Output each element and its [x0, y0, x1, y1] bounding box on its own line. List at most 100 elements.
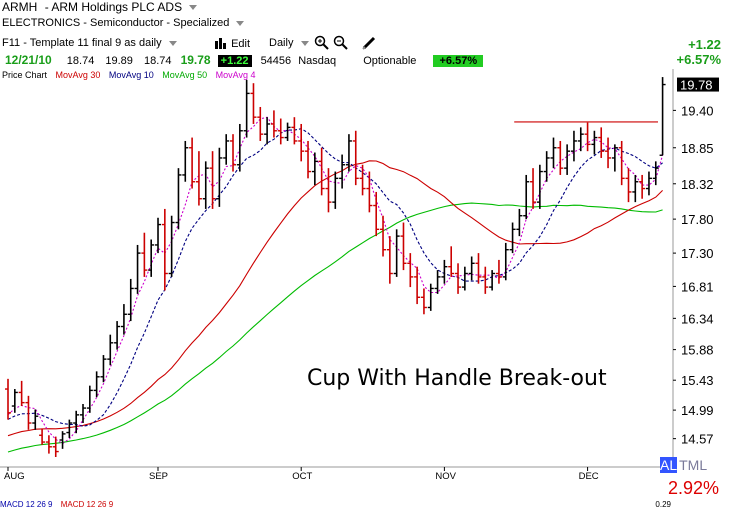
- ohlc-bar: [434, 270, 441, 294]
- ma50-line: [7, 202, 663, 453]
- ohlc-bar: [502, 242, 509, 281]
- symbol-dropdown-icon[interactable]: [189, 5, 198, 11]
- ohlc-bar: [461, 266, 468, 291]
- ohlc-bar: [584, 122, 591, 152]
- ohlc-bar: [414, 266, 421, 305]
- ohlc-bar: [120, 304, 127, 335]
- ohlc-bar: [659, 77, 666, 156]
- quote-open: 18.74: [66, 55, 95, 67]
- quote-optionable: Optionable: [363, 55, 417, 67]
- ohlc-bar: [134, 244, 141, 294]
- ohlc-bar: [202, 161, 209, 209]
- ohlc-bar: [189, 137, 196, 189]
- ohlc-bar: [100, 355, 107, 383]
- quote-high: 19.89: [105, 55, 133, 67]
- ohlc-bar: [195, 151, 202, 206]
- macd-value: 0.29: [655, 500, 671, 509]
- ohlc-bar: [509, 222, 516, 254]
- ohlc-bar: [475, 253, 482, 284]
- ohlc-bar: [577, 127, 584, 152]
- price-axis: 19.78 19.40 18.85 18.32 17.80 17.30 16.81 16.34…: [673, 77, 719, 447]
- ohlc-bar: [393, 229, 400, 277]
- edit-button[interactable]: Edit: [214, 37, 250, 50]
- ohlc-bar: [325, 168, 332, 213]
- sector-label: ELECTRONICS - Semiconductor - Specialize…: [2, 17, 230, 29]
- ohlc-bar: [11, 389, 18, 413]
- month-label: SEP: [149, 471, 168, 482]
- ohlc-bar: [495, 259, 502, 284]
- ohlc-bar: [311, 152, 318, 186]
- zoom-in-icon[interactable]: [314, 35, 330, 51]
- ohlc-bar: [168, 215, 175, 277]
- zoom-out-icon[interactable]: [333, 35, 349, 51]
- quote-change: +1.22: [217, 55, 252, 67]
- ohlc-bar: [216, 147, 223, 207]
- ohlc-bar: [359, 164, 366, 196]
- price-tick-label: 15.88: [681, 343, 714, 358]
- ohlc-bar: [73, 410, 80, 434]
- ohlc-bar: [175, 168, 182, 230]
- ohlc-bar: [591, 130, 598, 155]
- ohlc-bar: [114, 321, 121, 350]
- ohlc-bar: [86, 385, 93, 413]
- ohlc-bar: [468, 256, 475, 281]
- ohlc-bar: [93, 371, 100, 398]
- chart-frame: [0, 69, 674, 468]
- sector-dropdown-icon[interactable]: [236, 20, 245, 26]
- ohlc-bar: [400, 222, 407, 271]
- ohlc-bar: [420, 288, 427, 315]
- ohlc-bar: [339, 154, 346, 189]
- ohlc-bar: [543, 151, 550, 182]
- ohlc-bar: [407, 253, 414, 288]
- quote-row: 12/21/10 18.74 19.89 18.74 19.78 +1.22 5…: [5, 53, 484, 67]
- al-label: AL: [660, 457, 678, 473]
- legend-ma50: MovAvg 50: [162, 70, 208, 80]
- ohlc-bar: [332, 171, 339, 209]
- right-pct: +6.57%: [676, 52, 721, 67]
- quote-close: 19.78: [180, 53, 211, 67]
- template-dropdown-icon[interactable]: [168, 40, 177, 46]
- ohlc-bar: [455, 263, 462, 294]
- period-label: Daily: [269, 37, 294, 49]
- month-axis: AUG SEP OCT NOV DEC: [4, 467, 599, 482]
- ohlc-bar: [611, 144, 618, 172]
- ohlc-bar: [250, 83, 257, 124]
- tml-label: TML: [679, 457, 708, 473]
- symbol-header: ARMH - ARM Holdings PLC ADS: [2, 0, 198, 14]
- price-tick-label: 16.81: [681, 279, 714, 294]
- chart-title: Cup With Handle Break-out: [307, 366, 607, 391]
- price-tick-label: 19.40: [681, 103, 714, 118]
- ohlc-bar: [45, 435, 52, 454]
- ohlc-bar: [536, 164, 543, 209]
- ohlc-bar: [386, 236, 393, 284]
- ohlc-bar: [523, 174, 530, 220]
- ohlc-bar: [305, 140, 312, 179]
- ohlc-bar: [345, 134, 352, 172]
- price-tick-label: 16.34: [681, 311, 714, 326]
- ohlc-bar: [32, 409, 39, 430]
- ohlc-bar: [161, 208, 168, 291]
- legend-ma30: MovAvg 30: [55, 70, 101, 80]
- month-label: NOV: [435, 471, 456, 482]
- legend-ma10: MovAvg 10: [108, 70, 154, 80]
- ohlc-bar: [639, 174, 646, 199]
- ohlc-bar: [366, 171, 373, 213]
- ohlc-bar: [598, 127, 605, 158]
- price-tick-label: 14.99: [681, 403, 714, 418]
- bar-chart-icon: [215, 38, 226, 49]
- edit-label: Edit: [231, 38, 251, 50]
- ohlc-bar: [25, 395, 32, 430]
- ohlc-bar: [284, 122, 291, 141]
- ohlc-bar: [66, 419, 73, 438]
- quote-exchange: Nasdaq: [298, 55, 337, 67]
- period-select[interactable]: Daily: [269, 37, 309, 49]
- ohlc-bar: [570, 130, 577, 162]
- ma10-line: [7, 128, 663, 427]
- macd-row: MACD 12 26 9 MACD 12 26 9 0.29: [0, 500, 671, 509]
- ohlc-bar: [52, 436, 59, 457]
- quote-date: 12/21/10: [5, 53, 52, 67]
- ohlc-bar: [618, 140, 625, 186]
- ohlc-bar: [605, 137, 612, 169]
- pencil-icon[interactable]: [361, 35, 377, 51]
- price-chart[interactable]: 19.78 19.40 18.85 18.32 17.80 17.30 16.81 16.34…: [0, 69, 731, 509]
